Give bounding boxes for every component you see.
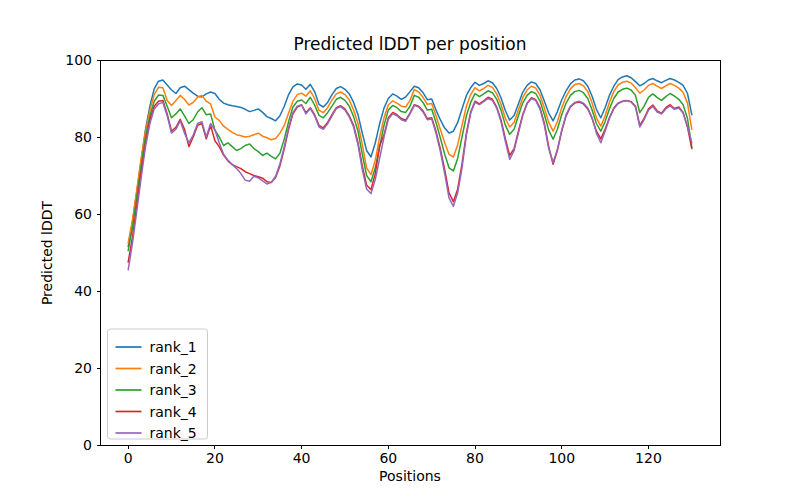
chart-title: Predicted lDDT per position bbox=[294, 34, 527, 54]
legend-label-rank_5: rank_5 bbox=[150, 425, 197, 441]
plot-svg: 0 20 40 60 80 100 120 0 20 40 60 80 100 rank_1 rank_2… bbox=[0, 0, 800, 500]
x-tick-label: 60 bbox=[379, 450, 397, 466]
chart-figure: 0 20 40 60 80 100 120 0 20 40 60 80 100 rank_1 rank_2… bbox=[0, 0, 800, 500]
y-tick-label: 0 bbox=[83, 437, 92, 453]
y-tick-label: 80 bbox=[74, 129, 92, 145]
x-tick-label: 20 bbox=[206, 450, 224, 466]
y-tick-label: 100 bbox=[65, 52, 92, 68]
x-tick-label: 80 bbox=[466, 450, 484, 466]
legend-label-rank_4: rank_4 bbox=[150, 404, 197, 420]
y-tick-label: 60 bbox=[74, 206, 92, 222]
legend-label-rank_3: rank_3 bbox=[150, 382, 197, 398]
legend-label-rank_2: rank_2 bbox=[150, 361, 197, 377]
x-axis-label: Positions bbox=[379, 468, 441, 484]
x-tick-label: 100 bbox=[548, 450, 575, 466]
x-tick-label: 120 bbox=[635, 450, 662, 466]
y-tick-label: 40 bbox=[74, 283, 92, 299]
series-layer bbox=[128, 76, 692, 270]
y-axis-label: Predicted lDDT bbox=[39, 200, 55, 305]
legend: rank_1 rank_2 rank_3 rank_4 rank_5 bbox=[108, 329, 208, 441]
x-tick-label: 40 bbox=[293, 450, 311, 466]
legend-label-rank_1: rank_1 bbox=[150, 339, 197, 355]
y-tick-label: 20 bbox=[74, 360, 92, 376]
x-tick-label: 0 bbox=[124, 450, 133, 466]
